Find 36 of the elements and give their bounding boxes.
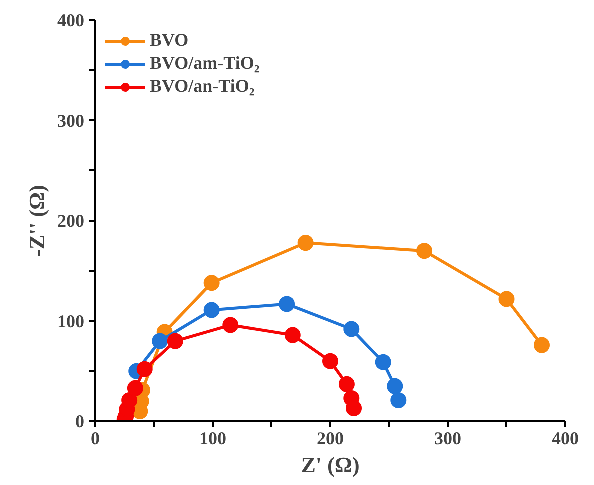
point (322, 353, 338, 370)
point (390, 392, 407, 408)
point (346, 400, 362, 416)
y-tick-label: 200 (58, 211, 84, 231)
y-tick-label: 300 (58, 110, 84, 131)
point (122, 392, 138, 408)
y-tick-label: 100 (58, 311, 84, 332)
point (127, 380, 144, 396)
x-tick-label: 0 (91, 428, 100, 448)
point (279, 296, 296, 312)
legend-label: BVO/am-TiO₂ (150, 53, 260, 74)
point (534, 337, 550, 354)
point (204, 302, 220, 318)
y-tick-label: 0 (76, 412, 84, 432)
point (136, 361, 153, 378)
point (167, 333, 184, 350)
point (344, 321, 360, 338)
point (152, 333, 168, 350)
point (416, 243, 432, 260)
y-axis-title: -Z'' (Ω) (24, 184, 50, 257)
legend-label: BVO (150, 30, 189, 51)
point (222, 317, 239, 334)
point (284, 327, 301, 344)
legend-label: BVO/an-TiO₂ (150, 76, 255, 97)
point (498, 291, 515, 308)
x-tick-label: 200 (317, 428, 344, 448)
x-tick-label: 300 (434, 428, 462, 448)
x-tick-label: 100 (200, 428, 226, 448)
y-tick-label: 400 (58, 10, 84, 30)
x-tick-label: 400 (552, 428, 579, 448)
point (204, 275, 220, 292)
point (338, 376, 355, 392)
x-axis-title: Z' (Ω) (301, 452, 360, 478)
point (298, 235, 314, 252)
point (375, 354, 392, 370)
point (387, 378, 404, 394)
